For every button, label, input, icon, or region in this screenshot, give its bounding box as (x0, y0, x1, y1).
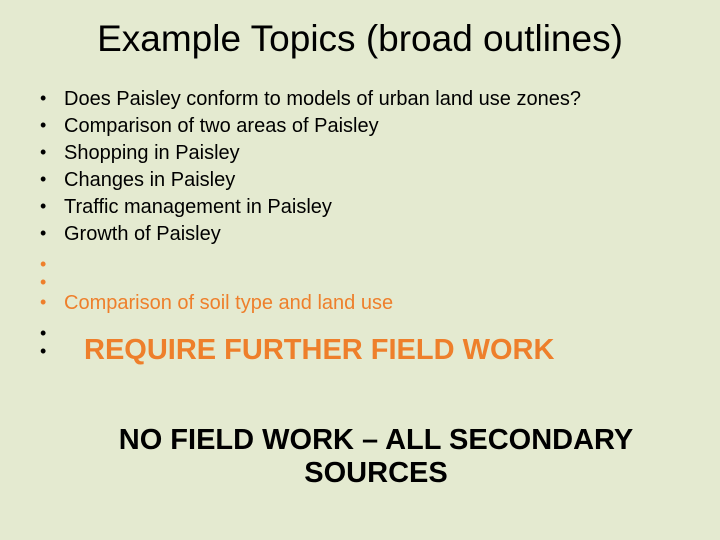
slide-title: Example Topics (broad outlines) (0, 0, 720, 68)
overlay-no-fieldwork: NO FIELD WORK – ALL SECONDARY SOURCES (68, 424, 684, 491)
topic-list-black: Does Paisley conform to models of urban … (32, 86, 688, 248)
list-item: Traffic management in Paisley (32, 194, 688, 221)
list-item: Shopping in Paisley (32, 140, 688, 167)
list-item: Comparison of two areas of Paisley (32, 113, 688, 140)
list-item: Comparison of soil type and land use (32, 290, 688, 317)
list-item: Growth of Paisley (32, 221, 688, 248)
list-item: Does Paisley conform to models of urban … (32, 86, 688, 113)
list-item (32, 272, 688, 290)
orange-bullet-group (32, 254, 688, 290)
slide-content: Does Paisley conform to models of urban … (0, 68, 720, 359)
overlay-require-fieldwork: REQUIRE FURTHER FIELD WORK (84, 334, 554, 367)
list-item (32, 254, 688, 272)
topic-list-orange: Comparison of soil type and land use (32, 290, 688, 317)
list-item: Changes in Paisley (32, 167, 688, 194)
